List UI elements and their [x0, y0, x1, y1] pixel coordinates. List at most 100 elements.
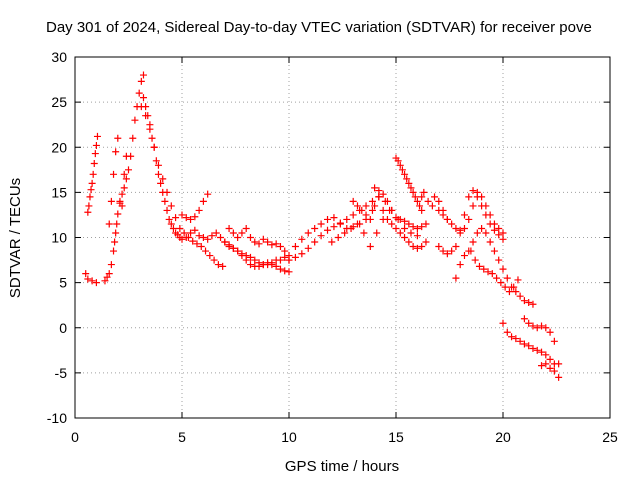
data-point — [118, 190, 126, 198]
data-point — [122, 175, 130, 183]
data-point — [139, 71, 147, 79]
data-point — [187, 215, 195, 223]
data-point — [542, 324, 550, 332]
data-point — [204, 190, 212, 198]
data-point — [206, 252, 214, 260]
data-point — [281, 253, 289, 261]
data-point — [418, 223, 426, 231]
data-point — [422, 238, 430, 246]
data-point — [163, 206, 171, 214]
data-point — [268, 241, 276, 249]
data-point — [169, 224, 177, 232]
data-point — [285, 256, 293, 264]
data-point — [480, 265, 488, 273]
data-point — [418, 193, 426, 201]
data-point — [366, 215, 374, 223]
data-point — [234, 247, 242, 255]
data-point — [165, 215, 173, 223]
data-point — [330, 214, 338, 222]
data-point — [221, 238, 229, 246]
data-point — [409, 188, 417, 196]
data-point — [555, 373, 563, 381]
data-point — [371, 202, 379, 210]
data-point — [285, 268, 293, 276]
data-point — [238, 229, 246, 237]
x-tick-label: 25 — [602, 429, 618, 445]
data-point — [107, 197, 115, 205]
data-point — [146, 125, 154, 133]
data-point — [407, 184, 415, 192]
data-point — [392, 224, 400, 232]
data-point — [495, 224, 503, 232]
data-point — [89, 170, 97, 178]
data-point — [259, 235, 267, 243]
data-point — [473, 229, 481, 237]
data-point — [368, 206, 376, 214]
data-point — [546, 355, 554, 363]
x-axis-title: GPS time / hours — [285, 458, 399, 475]
data-point — [439, 206, 447, 214]
data-point — [120, 184, 128, 192]
data-point — [373, 229, 381, 237]
data-point — [401, 217, 409, 225]
y-tick-labels: -10 -5 0 5 10 15 20 25 30 — [47, 49, 67, 426]
data-point — [84, 275, 92, 283]
data-point — [90, 159, 98, 167]
x-tick-label: 20 — [495, 429, 511, 445]
data-point — [555, 360, 563, 368]
data-point — [465, 193, 473, 201]
data-point — [490, 247, 498, 255]
data-point — [259, 261, 267, 269]
data-point — [439, 247, 447, 255]
data-point — [499, 235, 507, 243]
data-point — [486, 238, 494, 246]
data-point — [113, 220, 121, 228]
series-s13 — [371, 184, 430, 232]
data-point — [118, 202, 126, 210]
data-point — [411, 193, 419, 201]
series-s24 — [349, 193, 396, 228]
data-point — [298, 235, 306, 243]
data-point — [407, 229, 415, 237]
y-tick-label: 10 — [51, 230, 67, 246]
data-point — [212, 229, 220, 237]
data-point — [503, 328, 511, 336]
data-point — [375, 193, 383, 201]
data-point — [234, 234, 242, 241]
data-point — [529, 300, 537, 308]
data-point — [93, 132, 101, 140]
data-point — [111, 238, 119, 246]
data-point — [225, 224, 233, 232]
data-point — [191, 226, 199, 234]
data-point — [246, 261, 254, 269]
data-point — [349, 197, 357, 205]
data-point — [242, 256, 250, 264]
data-point — [546, 328, 554, 336]
data-point — [538, 322, 546, 330]
data-point — [403, 175, 411, 183]
data-point — [431, 193, 439, 201]
data-point — [398, 166, 406, 174]
data-point — [495, 231, 503, 239]
data-point — [349, 211, 357, 219]
data-point — [341, 229, 349, 237]
data-point — [435, 197, 443, 205]
data-point — [514, 276, 522, 284]
data-point — [388, 220, 396, 228]
data-point — [114, 134, 122, 142]
series-s2 — [84, 132, 101, 216]
data-point — [508, 333, 516, 341]
data-point — [272, 262, 280, 270]
data-point — [405, 179, 413, 187]
data-point — [418, 243, 426, 251]
x-tick-label: 10 — [281, 429, 297, 445]
data-point — [460, 211, 468, 219]
data-point — [178, 211, 186, 219]
data-point — [413, 197, 421, 205]
data-point — [428, 202, 436, 210]
data-point — [246, 253, 254, 261]
data-point — [452, 224, 460, 232]
data-point — [110, 170, 118, 178]
data-point — [229, 229, 237, 237]
data-point — [546, 364, 554, 372]
